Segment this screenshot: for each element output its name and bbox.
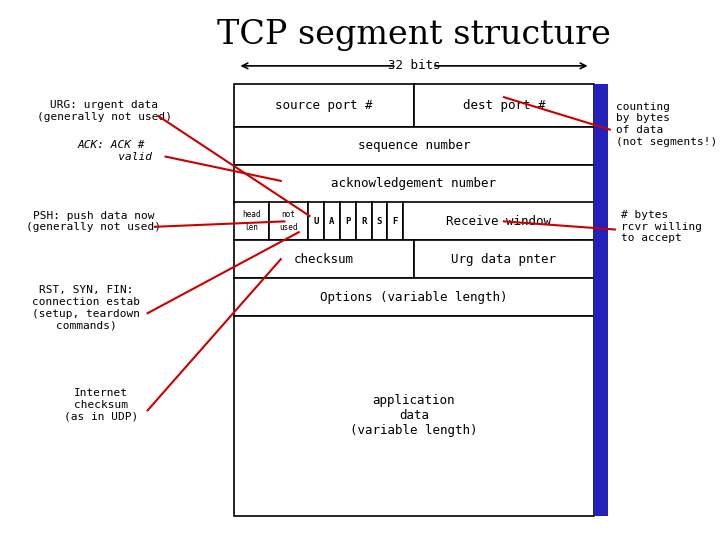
Bar (356, 202, 372, 240)
Bar (414, 240, 594, 278)
Bar (387, 202, 403, 240)
Text: application
data
(variable length): application data (variable length) (350, 394, 478, 437)
Bar (234, 278, 594, 316)
Bar (372, 202, 387, 240)
Text: Receive window: Receive window (446, 215, 551, 228)
Bar (234, 316, 594, 516)
Text: sequence number: sequence number (358, 139, 470, 152)
Text: F: F (392, 217, 398, 226)
Text: R: R (361, 217, 366, 226)
Bar (234, 127, 594, 165)
Text: dest port #: dest port # (463, 99, 545, 112)
Bar (594, 84, 608, 516)
Text: Internet
checksum
(as in UDP): Internet checksum (as in UDP) (63, 388, 138, 422)
Bar (234, 165, 594, 202)
Text: TCP segment structure: TCP segment structure (217, 19, 611, 51)
Bar (340, 202, 356, 240)
Text: P: P (345, 217, 351, 226)
Bar (234, 240, 414, 278)
Bar (308, 202, 324, 240)
Text: source port #: source port # (275, 99, 373, 112)
Text: 32 bits: 32 bits (388, 59, 440, 72)
Bar (414, 84, 594, 127)
Text: Options (variable length): Options (variable length) (320, 291, 508, 303)
Bar (234, 84, 414, 127)
Bar (324, 202, 340, 240)
Text: RST, SYN, FIN:
connection estab
(setup, teardown
commands): RST, SYN, FIN: connection estab (setup, … (32, 286, 140, 330)
Text: URG: urgent data
(generally not used): URG: urgent data (generally not used) (37, 100, 172, 122)
Text: checksum: checksum (294, 253, 354, 266)
Bar (269, 202, 308, 240)
Text: Urg data pnter: Urg data pnter (451, 253, 557, 266)
Text: PSH: push data now
(generally not used): PSH: push data now (generally not used) (26, 211, 161, 232)
Text: U: U (313, 217, 319, 226)
Text: acknowledgement number: acknowledgement number (331, 177, 497, 190)
Bar (234, 202, 269, 240)
Text: used: used (279, 224, 297, 232)
Text: S: S (377, 217, 382, 226)
Text: # bytes
rcvr willing
to accept: # bytes rcvr willing to accept (621, 210, 701, 244)
Text: counting
by bytes
of data
(not segments!): counting by bytes of data (not segments!… (616, 102, 717, 146)
Text: not: not (282, 211, 295, 219)
Bar (403, 202, 594, 240)
Text: head: head (242, 211, 261, 219)
Text: A: A (329, 217, 335, 226)
Text: len: len (244, 224, 258, 232)
Text: ACK: ACK #
       valid: ACK: ACK # valid (71, 140, 152, 162)
